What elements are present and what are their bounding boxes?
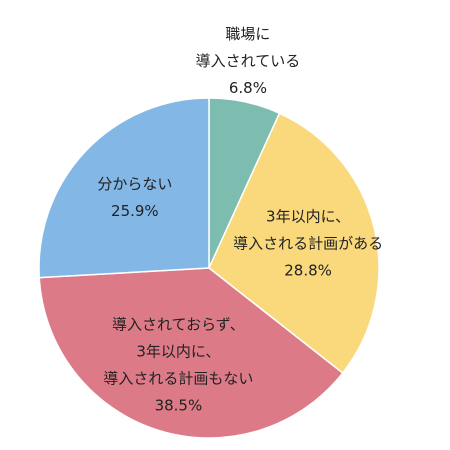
slice-label: 導入される計画もない [103,369,253,387]
slice-label: 職場に [225,25,270,43]
value-label: 25.9% [111,202,159,220]
value-label: 38.5% [155,396,203,414]
value-label: 6.8% [229,79,267,97]
pie-slice [38,97,210,279]
slice-label: 導入されておらず、 [112,315,245,333]
pie-slice [38,267,344,439]
slice-label: 導入される計画がある [233,234,383,252]
slice-label: 導入されている [196,52,301,70]
pie-slice [208,112,380,375]
slice-label: 3年以内に、 [136,342,220,360]
slice-label: 分からない [97,175,172,193]
value-label: 28.8% [284,261,332,279]
slice-label: 3年以内に、 [266,207,350,225]
